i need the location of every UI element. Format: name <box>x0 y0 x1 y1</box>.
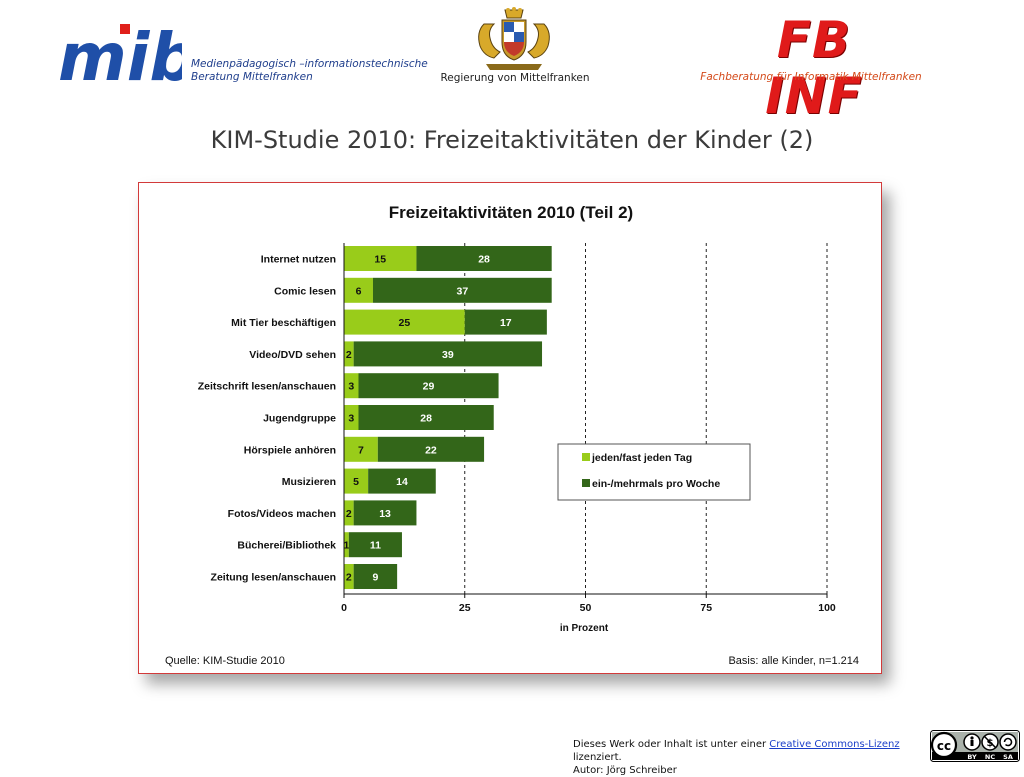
bar-segment <box>358 373 499 399</box>
bar-segment <box>344 405 359 430</box>
bar-segment <box>368 468 436 494</box>
legend-box <box>557 443 751 501</box>
bar-segment <box>344 500 354 526</box>
bar-value-label: 13 <box>379 508 391 520</box>
category-label: Mit Tier beschäftigen <box>231 317 336 329</box>
cc-label-sa: SA <box>1003 753 1013 761</box>
bar-segment <box>344 277 373 303</box>
category-labels: Internet nutzen Comic lesen Mit Tier besch… <box>198 254 336 584</box>
x-tick-label: 75 <box>700 602 712 614</box>
x-tick-label: 50 <box>580 602 592 614</box>
mib-logo-red-dot <box>120 24 130 34</box>
mib-logo: mib <box>58 19 182 86</box>
bar-segment <box>353 564 398 589</box>
bar-value-label: 2 <box>346 349 352 361</box>
legend: jeden/fast jeden Tag ein-/mehrmals pro Wo… <box>557 443 751 501</box>
bar-value-label: 9 <box>372 572 378 584</box>
basis-note: Basis: alle Kinder, n=1.214 <box>728 655 859 667</box>
svg-text:cc: cc <box>937 739 951 753</box>
x-tick-label: 100 <box>818 602 836 614</box>
bar-value-label: 25 <box>399 317 411 329</box>
bar-segment <box>464 309 547 335</box>
bar-value-label: 11 <box>370 540 381 552</box>
bar-value-label: 14 <box>396 476 408 488</box>
bar-segment <box>377 436 485 462</box>
legend-label: ein-/mehrmals pro Woche <box>592 478 720 490</box>
license-link[interactable]: Creative Commons-Lizenz <box>769 739 900 750</box>
mib-caption-line2: Beratung Mittelfranken <box>191 71 313 83</box>
bar-segment <box>344 341 354 367</box>
bar-value-label: 3 <box>348 413 354 425</box>
bar-value-label: 2 <box>346 572 352 584</box>
license-prefix: Dieses Werk oder Inhalt ist unter einer <box>573 739 770 750</box>
mib-caption: Medienpädagogisch –informationstechnisch… <box>191 58 431 84</box>
bar-value-label: 5 <box>353 476 359 488</box>
bar-segment <box>344 436 378 462</box>
x-tick-label: 25 <box>459 602 471 614</box>
category-label: Fotos/Videos machen <box>228 508 336 520</box>
author: Autor: Jörg Schreiber <box>573 765 677 776</box>
chart: Freizeitaktivitäten 2010 (Teil 2) 15 286 3… <box>165 203 859 667</box>
category-label: Zeitung lesen/anschauen <box>211 572 336 584</box>
bar-value-label: 15 <box>374 254 386 266</box>
bavarian-crest-icon <box>478 7 550 70</box>
bar-value-label: 3 <box>348 381 354 393</box>
bar-segment <box>416 246 552 271</box>
category-label: Musizieren <box>282 476 336 488</box>
sa-icon <box>999 733 1017 751</box>
category-label: Bücherei/Bibliothek <box>237 540 336 552</box>
bar-value-label: 17 <box>500 317 512 329</box>
source-note: Quelle: KIM-Studie 2010 <box>165 655 285 667</box>
x-axis: 0 25 50 75 100 <box>341 243 836 614</box>
bar-segment <box>344 309 465 335</box>
legend-swatch <box>582 479 590 487</box>
bar-segment <box>344 532 349 558</box>
category-label: Jugendgruppe <box>263 413 336 425</box>
cc-label-by: BY <box>967 753 977 761</box>
bar-segment <box>344 373 359 399</box>
bar-segment <box>353 341 543 367</box>
bar-value-label: 6 <box>356 285 362 297</box>
license-suffix: lizenziert. <box>573 752 622 763</box>
bar-segment <box>372 277 552 303</box>
bar-value-label: 28 <box>420 413 432 425</box>
cc-label-nc: NC <box>985 753 995 761</box>
bar-segment <box>358 405 494 430</box>
bar-segment <box>344 246 417 271</box>
legend-label: jeden/fast jeden Tag <box>591 452 692 464</box>
bar-value-label: 28 <box>478 254 490 266</box>
x-axis-label: in Prozent <box>560 623 609 634</box>
fbinf-logo: FB INF <box>765 11 863 125</box>
bar-segment <box>353 500 417 526</box>
chart-title: Freizeitaktivitäten 2010 (Teil 2) <box>389 203 633 222</box>
license-text: Dieses Werk oder Inhalt ist unter einer … <box>573 738 933 777</box>
legend-swatch <box>582 453 590 461</box>
bar-value-label: 29 <box>423 381 435 393</box>
bar-segment <box>344 468 369 494</box>
category-label: Comic lesen <box>274 285 336 297</box>
bar-value-label: 39 <box>442 349 454 361</box>
x-tick-label: 0 <box>341 602 347 614</box>
mib-caption-line1: Medienpädagogisch –informationstechnisch… <box>191 58 428 70</box>
bar-segment <box>348 532 402 558</box>
bar-value-label: 2 <box>346 508 352 520</box>
cc-icon <box>930 731 958 759</box>
bar-value-label: 22 <box>425 444 437 456</box>
cc-by-nc-sa-badge-icon[interactable]: cc $ BY NC SA <box>930 730 1020 762</box>
category-label: Video/DVD sehen <box>249 349 336 361</box>
crest-caption: Regierung von Mittelfranken <box>440 72 590 84</box>
svg-text:$: $ <box>987 738 994 749</box>
bar-value-label: 1 <box>343 540 349 552</box>
category-label: Internet nutzen <box>261 254 336 266</box>
slide-title: KIM-Studie 2010: Freizeitaktivitäten der… <box>210 126 814 154</box>
bar-value-label: 7 <box>358 444 364 456</box>
category-label: Hörspiele anhören <box>244 444 336 456</box>
bar-value-label: 37 <box>456 285 468 297</box>
category-label: Zeitschrift lesen/anschauen <box>198 381 336 393</box>
chart-frame: Freizeitaktivitäten 2010 (Teil 2) 15 28 6 3… <box>138 182 882 674</box>
bar-segment <box>344 564 354 589</box>
fbinf-caption: Fachberatung für Informatik Mittelfranke… <box>700 71 922 83</box>
